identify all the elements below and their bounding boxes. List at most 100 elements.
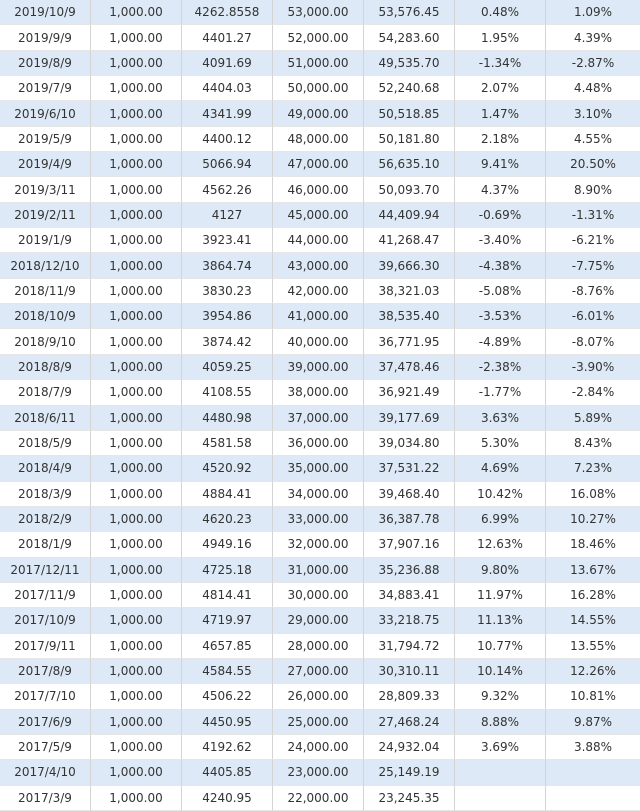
table-cell: 38,321.03: [364, 278, 455, 305]
table-cell: 25,149.19: [364, 760, 455, 786]
table-cell: 1,000.00: [91, 532, 182, 558]
table-cell: 4719.97: [182, 608, 273, 634]
table-cell: 1,000.00: [91, 228, 182, 254]
table-cell: 16.28%: [546, 582, 640, 609]
table-cell: 39,468.40: [364, 481, 455, 507]
table-cell: -4.38%: [455, 253, 546, 279]
table-cell: 9.32%: [455, 684, 546, 710]
table-cell: 2018/7/9: [0, 380, 91, 406]
table-cell: 36,000.00: [273, 430, 364, 457]
table-cell: 46,000.00: [273, 177, 364, 203]
table-cell: 10.77%: [455, 633, 546, 659]
table-cell: 38,535.40: [364, 304, 455, 330]
table-cell: 39,034.80: [364, 430, 455, 457]
table-cell: 53,576.45: [364, 0, 455, 26]
table-cell: -2.87%: [546, 50, 640, 77]
table-cell: -2.38%: [455, 354, 546, 381]
table-cell: -8.07%: [546, 329, 640, 355]
table-cell: 4581.58: [182, 430, 273, 457]
table-cell: 35,000.00: [273, 456, 364, 482]
table-cell: 11.97%: [455, 582, 546, 609]
table-cell: 4.39%: [546, 25, 640, 51]
table-cell: 4.69%: [455, 456, 546, 482]
table-cell: 2019/1/9: [0, 228, 91, 254]
table-cell: 4.37%: [455, 177, 546, 203]
table-cell: -4.89%: [455, 329, 546, 355]
table-cell: 10.14%: [455, 658, 546, 685]
table-cell: 2018/2/9: [0, 506, 91, 533]
table-cell: 2017/7/10: [0, 684, 91, 710]
table-cell: 2018/4/9: [0, 456, 91, 482]
table-cell: 4620.23: [182, 506, 273, 533]
table-cell: 1,000.00: [91, 0, 182, 26]
table-cell: 37,478.46: [364, 354, 455, 381]
table-cell: -2.84%: [546, 380, 640, 406]
table-cell: 49,000.00: [273, 101, 364, 127]
table-cell: 2018/3/9: [0, 481, 91, 507]
table-cell: 1,000.00: [91, 582, 182, 609]
table-cell: 48,000.00: [273, 126, 364, 153]
table-cell: 4262.8558: [182, 0, 273, 26]
table-cell: 4401.27: [182, 25, 273, 51]
table-cell: 1.95%: [455, 25, 546, 51]
table-cell: 1,000.00: [91, 684, 182, 710]
table-cell: 4108.55: [182, 380, 273, 406]
table-cell: 2.07%: [455, 76, 546, 102]
table-cell: 49,535.70: [364, 50, 455, 77]
table-cell: 23,000.00: [273, 760, 364, 786]
table-cell: 53,000.00: [273, 0, 364, 26]
table-cell: 2018/12/10: [0, 253, 91, 279]
table-cell: 4884.41: [182, 481, 273, 507]
table-cell: 2017/9/11: [0, 633, 91, 659]
table-cell: 26,000.00: [273, 684, 364, 710]
table-cell: 2017/6/9: [0, 709, 91, 735]
table-cell: 1,000.00: [91, 760, 182, 786]
table-cell: 23,245.35: [364, 785, 455, 811]
table-cell: 2017/12/11: [0, 557, 91, 583]
table-cell: 42,000.00: [273, 278, 364, 305]
table-cell: 18.46%: [546, 532, 640, 558]
table-cell: 22,000.00: [273, 785, 364, 811]
table-cell: 13.55%: [546, 633, 640, 659]
table-cell: 37,000.00: [273, 405, 364, 431]
table-cell: 4341.99: [182, 101, 273, 127]
table-cell: 10.81%: [546, 684, 640, 710]
table-cell: 29,000.00: [273, 608, 364, 634]
table-cell: 4127: [182, 202, 273, 229]
table-cell: 1,000.00: [91, 354, 182, 381]
table-cell: -6.01%: [546, 304, 640, 330]
table-cell: 34,883.41: [364, 582, 455, 609]
table-cell: 3.63%: [455, 405, 546, 431]
table-cell: 4450.95: [182, 709, 273, 735]
table-cell: 2017/8/9: [0, 658, 91, 685]
table-cell: 2019/10/9: [0, 0, 91, 26]
table-cell: 34,000.00: [273, 481, 364, 507]
table-cell: 24,000.00: [273, 734, 364, 761]
table-cell: 4192.62: [182, 734, 273, 761]
table-cell: 1,000.00: [91, 430, 182, 457]
table-cell: 3864.74: [182, 253, 273, 279]
table-cell: 4814.41: [182, 582, 273, 609]
table-cell: 2018/9/10: [0, 329, 91, 355]
table-cell: 6.99%: [455, 506, 546, 533]
table-cell: 1,000.00: [91, 101, 182, 127]
table-cell: 1,000.00: [91, 633, 182, 659]
table-cell: 2018/6/11: [0, 405, 91, 431]
table-cell: 1,000.00: [91, 202, 182, 229]
table-cell: 1,000.00: [91, 734, 182, 761]
table-cell: 5066.94: [182, 152, 273, 178]
table-cell: 1,000.00: [91, 76, 182, 102]
table-cell: -7.75%: [546, 253, 640, 279]
table-cell: 4400.12: [182, 126, 273, 153]
table-cell: 16.08%: [546, 481, 640, 507]
table-cell: 50,093.70: [364, 177, 455, 203]
table-cell: 45,000.00: [273, 202, 364, 229]
table-cell: 9.80%: [455, 557, 546, 583]
table-cell: 4520.92: [182, 456, 273, 482]
table-cell: 27,000.00: [273, 658, 364, 685]
table-cell: 1,000.00: [91, 405, 182, 431]
table-cell: 1,000.00: [91, 608, 182, 634]
empty-cell: [546, 760, 640, 786]
table-cell: 2018/11/9: [0, 278, 91, 305]
table-cell: 14.55%: [546, 608, 640, 634]
